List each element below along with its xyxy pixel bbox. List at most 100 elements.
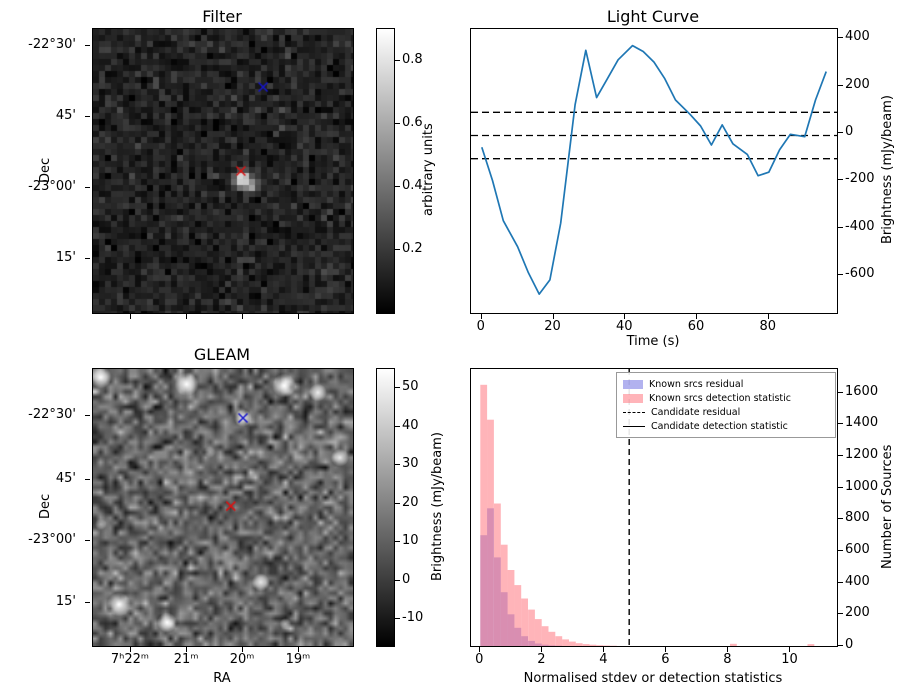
tick-mark (85, 602, 90, 604)
tick-mark (297, 314, 299, 319)
histogram-bar (521, 598, 528, 646)
tick-mark (85, 258, 90, 260)
tick-label: 1000 (845, 478, 879, 494)
tick-mark (838, 179, 843, 181)
tick-label: -23°00' (28, 531, 76, 547)
histogram-bar (562, 639, 569, 646)
legend-item: Known srcs residual (623, 377, 829, 391)
tick-label: 21ᵐ (173, 652, 199, 667)
tick-mark (395, 579, 400, 581)
histogram-bar (582, 644, 590, 646)
tick-label: 10 (402, 533, 419, 549)
filter-colorbar (376, 28, 395, 314)
tick-label: 0 (475, 652, 484, 667)
candidate-residual-line-icon (623, 411, 645, 413)
tick-label: -400 (845, 218, 875, 234)
tick-mark (395, 618, 400, 620)
tick-mark (838, 581, 843, 583)
histogram-bar (494, 503, 501, 646)
histogram-bar (514, 585, 522, 646)
light-curve-line (480, 44, 827, 295)
tick-label: 200 (845, 76, 870, 92)
tick-mark (85, 478, 90, 480)
tick-label: 40 (402, 417, 419, 433)
tick-mark (186, 647, 188, 652)
histogram-bar (589, 644, 597, 646)
histogram-bar (534, 619, 542, 646)
tick-mark (838, 274, 843, 276)
tick-mark (395, 464, 400, 466)
histogram-bar (480, 384, 488, 646)
tick-label: 200 (845, 605, 870, 621)
tick-label: 1400 (845, 415, 879, 431)
tick-mark (624, 314, 626, 319)
tick-label: 0 (845, 124, 854, 140)
tick-label: 0 (845, 637, 854, 652)
tick-label: 600 (845, 542, 870, 558)
tick-label: 0.2 (402, 240, 423, 256)
legend-label: Candidate residual (651, 406, 741, 418)
tick-mark (395, 425, 400, 427)
tick-mark (85, 187, 90, 189)
tick-mark (242, 647, 244, 652)
tick-mark (242, 314, 244, 319)
gleam-xlabel: RA (213, 671, 231, 686)
tick-label: 800 (845, 510, 870, 526)
filter-ylabel: Dec (38, 157, 53, 183)
tick-mark (297, 647, 299, 652)
known-srcs-detection-patch-icon (623, 393, 643, 403)
tick-mark (727, 647, 729, 652)
tick-label: -22°30' (28, 37, 76, 53)
filter-title: Filter (202, 7, 242, 26)
tick-mark (395, 59, 400, 61)
tick-label: -10 (402, 610, 424, 626)
tick-label: 1600 (845, 383, 879, 399)
tick-label: 7ʰ22ᵐ (110, 652, 150, 667)
tick-label: 10 (781, 652, 798, 667)
tick-label: -600 (845, 266, 875, 282)
tick-mark (85, 116, 90, 118)
tick-mark (665, 647, 667, 652)
tick-label: 8 (723, 652, 732, 667)
tick-mark (838, 84, 843, 86)
tick-mark (838, 486, 843, 488)
tick-mark (85, 45, 90, 47)
histogram-ylabel: Number of Sources (880, 444, 895, 569)
tick-mark (838, 645, 843, 646)
tick-mark (603, 647, 605, 652)
tick-mark (838, 226, 843, 228)
tick-mark (789, 647, 791, 652)
histogram-bar (596, 645, 604, 646)
tick-label: 1200 (845, 447, 879, 463)
tick-label: 15' (55, 250, 76, 266)
tick-label: 19ᵐ (285, 652, 311, 667)
tick-mark (479, 647, 481, 652)
tick-label: 30 (402, 456, 419, 472)
histogram-bar (548, 631, 556, 646)
histogram-bar (500, 544, 508, 646)
histogram-bar (569, 641, 576, 646)
tick-label: 6 (661, 652, 670, 667)
tick-mark (838, 37, 843, 39)
legend-item: Candidate detection statistic (623, 419, 829, 433)
tick-mark (129, 647, 131, 652)
tick-label: 400 (845, 29, 870, 45)
histogram-bar (807, 644, 815, 646)
tick-mark (838, 518, 843, 520)
tick-mark (838, 550, 843, 552)
tick-mark (395, 122, 400, 124)
tick-mark (838, 455, 843, 457)
histogram-bar (603, 645, 610, 646)
legend-item: Known srcs detection statistic (623, 391, 829, 405)
histogram-bar (487, 419, 494, 646)
histogram-bar (575, 643, 583, 646)
tick-mark (480, 314, 482, 319)
tick-label: 60 (687, 319, 705, 334)
light-curve-xlabel: Time (s) (626, 334, 680, 349)
tick-label: 80 (759, 319, 777, 334)
tick-label: 40 (616, 319, 633, 334)
tick-mark (552, 314, 554, 319)
tick-mark (186, 314, 188, 319)
legend-label: Candidate detection statistic (651, 420, 788, 432)
